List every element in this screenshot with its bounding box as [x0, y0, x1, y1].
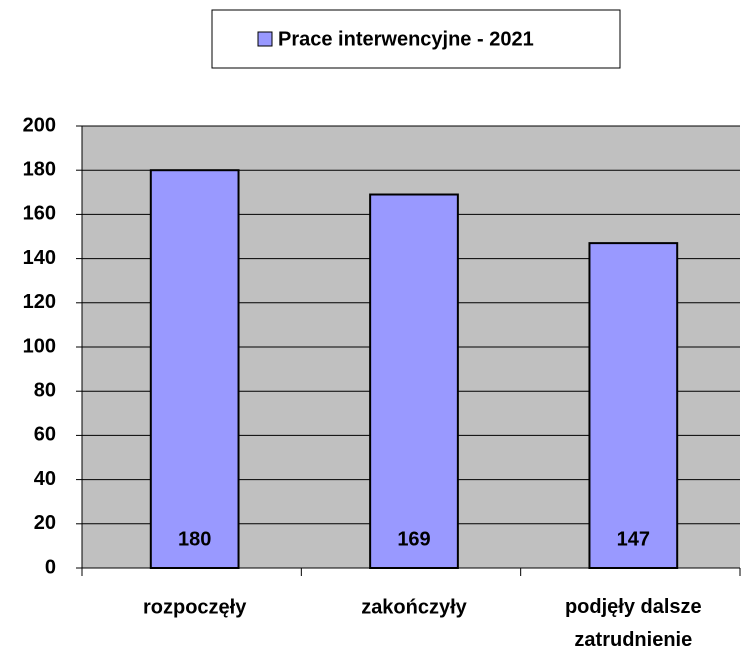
bar	[149, 169, 240, 569]
data-label: 169	[397, 528, 430, 550]
x-tick-label: rozpoczęły	[143, 596, 247, 618]
y-tick-label: 200	[23, 114, 56, 136]
y-tick-label: 40	[34, 468, 56, 490]
x-tick-label: podjęły dalsze zatrudnienie	[565, 596, 702, 651]
y-tick-label: 160	[23, 203, 56, 225]
bar	[588, 242, 679, 569]
y-tick-label: 140	[23, 247, 56, 269]
legend-swatch	[257, 31, 273, 47]
bar	[369, 193, 459, 569]
y-tick-label: 120	[23, 291, 56, 313]
y-tick-label: 0	[45, 556, 56, 578]
x-tick-label: zakończyły	[361, 596, 467, 618]
legend-box	[211, 9, 621, 69]
legend-label: Prace interwencyjne - 2021	[278, 28, 534, 50]
y-tick-label: 180	[23, 158, 56, 180]
y-tick-label: 100	[23, 335, 56, 357]
y-tick-label: 20	[34, 512, 56, 534]
data-label: 180	[178, 528, 211, 550]
data-label: 147	[617, 528, 650, 550]
y-tick-label: 60	[34, 424, 56, 446]
y-tick-label: 80	[34, 379, 56, 401]
